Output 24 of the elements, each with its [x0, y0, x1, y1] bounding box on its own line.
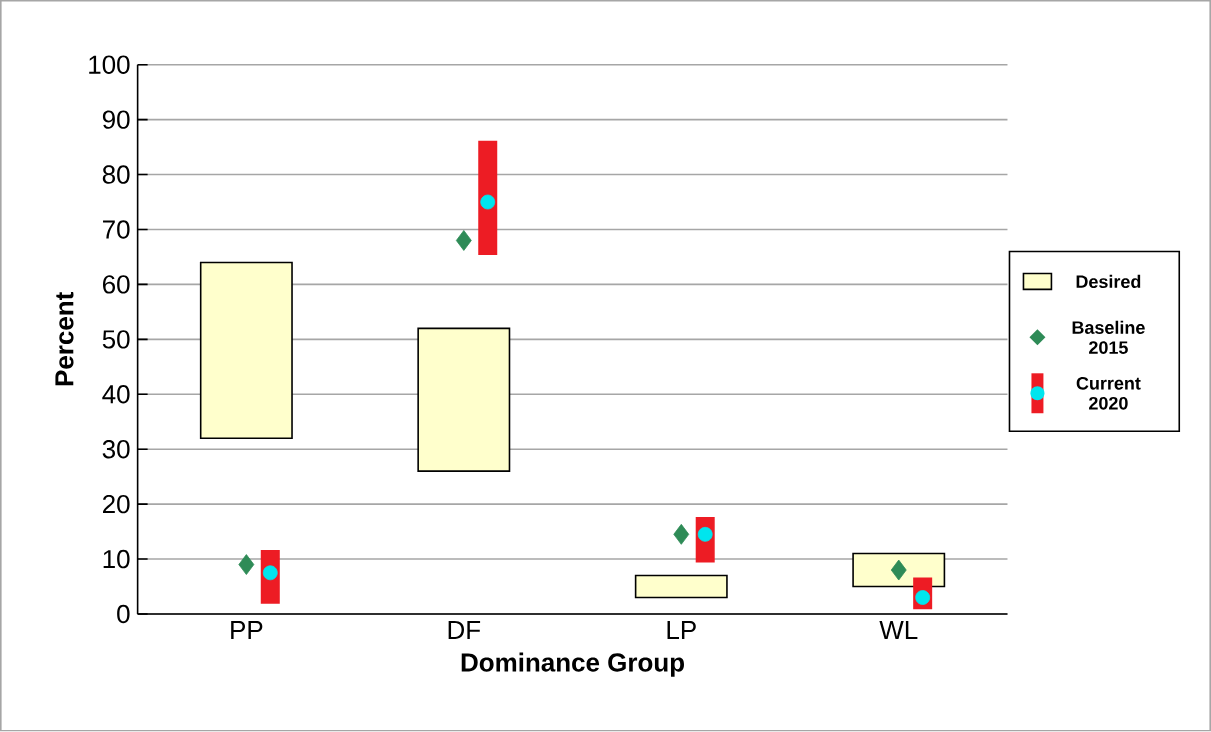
- y-tick-label: 100: [89, 55, 130, 75]
- y-tick-label: 10: [103, 550, 130, 569]
- x-axis-title: Dominance Group: [461, 652, 684, 678]
- bar: [199, 261, 293, 440]
- legend-label: Baseline 2015: [1072, 320, 1145, 355]
- x-tick-label: DF: [448, 621, 481, 640]
- legend-label: Current 2020: [1076, 377, 1141, 410]
- y-tick-label: 70: [103, 220, 130, 239]
- y-tick-label: 60: [103, 275, 130, 294]
- y-tick-label: 30: [102, 440, 130, 459]
- y-tick-label: 40: [102, 385, 130, 404]
- bar: [478, 140, 498, 256]
- y-tick-label: 80: [102, 165, 130, 184]
- bar: [417, 327, 511, 473]
- y-tick-label: 90: [102, 110, 130, 130]
- y-tick-label: 50: [102, 330, 130, 349]
- x-tick-label: WL: [879, 621, 918, 640]
- bar: [634, 574, 728, 599]
- y-tick-label: 20: [103, 495, 130, 514]
- x-tick-label: PP: [231, 621, 263, 640]
- legend-label: Desired: [1076, 275, 1141, 289]
- y-axis-title: Percent: [55, 292, 74, 386]
- y-tick-label: 0: [117, 604, 130, 624]
- x-tick-label: LP: [667, 621, 696, 640]
